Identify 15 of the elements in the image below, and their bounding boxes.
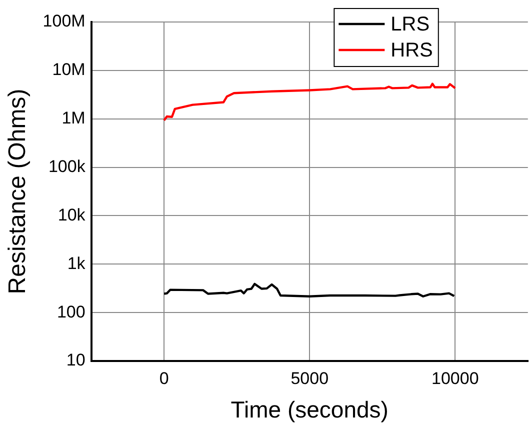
y-tick-label: 100: [56, 302, 86, 322]
legend-label: HRS: [390, 40, 433, 62]
x-tick-label: 0: [159, 368, 169, 388]
y-tick-label: 10k: [58, 205, 86, 224]
x-tick-label: 5000: [290, 368, 329, 388]
y-tick-label: 10: [66, 350, 86, 370]
x-tick-label: 10000: [431, 368, 479, 388]
y-tick-label: 1k: [67, 254, 86, 273]
y-tick-label: 100M: [42, 12, 86, 31]
legend-label: LRS: [390, 14, 430, 36]
y-tick-label: 10M: [52, 60, 86, 80]
y-axis-title: Resistance (Ohms): [4, 88, 32, 294]
y-tick-label: 100k: [48, 156, 86, 176]
y-tick-label: 1M: [62, 108, 86, 128]
x-axis-title: Time (seconds): [230, 396, 388, 423]
